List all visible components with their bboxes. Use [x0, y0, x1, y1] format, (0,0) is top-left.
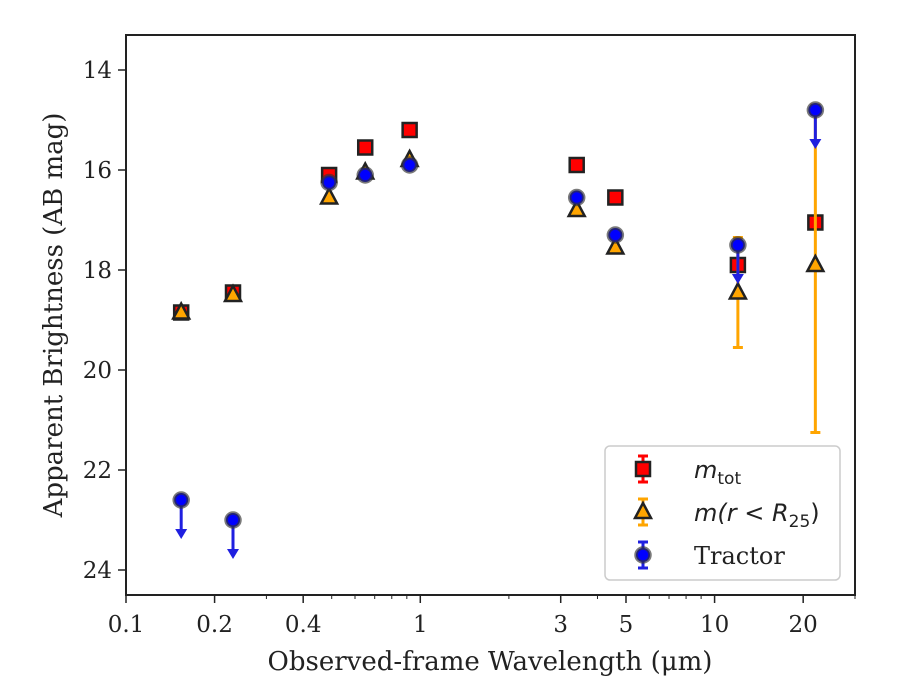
y-tick-label: 14 [83, 58, 112, 84]
data-point [401, 121, 418, 139]
data-point [172, 491, 190, 509]
x-axis-label: Observed-frame Wavelength (μm) [268, 647, 713, 677]
data-marks [171, 101, 826, 559]
data-point [224, 511, 242, 529]
legend-label: m(r < R25) [694, 499, 820, 532]
x-tick-label: 5 [619, 612, 634, 638]
x-tick-label: 1 [413, 612, 428, 638]
data-point [356, 139, 374, 156]
series-triangle [171, 103, 826, 434]
data-point [319, 185, 340, 205]
upper-limit-arrowhead [731, 274, 744, 284]
data-point [727, 280, 748, 300]
upper-limit-arrowhead [809, 139, 822, 149]
legend-marker-square [634, 460, 652, 478]
data-point [607, 189, 624, 206]
series-square [172, 121, 824, 321]
x-tick-label: 0.2 [196, 612, 233, 638]
data-point [566, 198, 587, 218]
y-tick-label: 18 [83, 258, 112, 284]
data-point [806, 101, 825, 119]
data-point [568, 156, 585, 174]
plot-frame [125, 34, 856, 596]
data-point [729, 236, 747, 254]
legend-box [604, 445, 841, 581]
y-tick-label: 16 [83, 158, 112, 184]
data-point [605, 235, 626, 255]
data-point [400, 156, 419, 174]
data-point [606, 226, 625, 244]
legend: mtot m(r < R25) Tractor [604, 445, 841, 581]
data-point [320, 173, 338, 192]
upper-limit-arrowhead [227, 549, 240, 559]
upper-limit-arrowhead [175, 529, 188, 539]
data-point [222, 283, 244, 303]
data-point [567, 188, 586, 207]
series-circle [172, 101, 825, 559]
legend-label: mtot [694, 456, 741, 489]
legend-marker-triangle [632, 500, 654, 520]
data-point [171, 300, 192, 320]
x-tick-label: 10 [700, 612, 729, 638]
y-axis-label: Apparent Brightness (AB mag) [39, 113, 69, 519]
y-tick-label: 22 [83, 458, 112, 484]
axis-ticks: 0.1 0.2 0.4 1 3 5 10 20 14 16 18 20 22 24 [83, 58, 856, 638]
x-tick-label: 0.4 [285, 612, 322, 638]
y-tick-label: 20 [83, 358, 112, 384]
x-tick-label: 0.1 [108, 612, 145, 638]
x-tick-label: 20 [789, 612, 818, 638]
x-tick-label: 3 [553, 612, 568, 638]
data-point [805, 253, 826, 273]
data-point [356, 166, 374, 184]
y-tick-label: 24 [83, 558, 112, 584]
legend-label: Tractor [694, 542, 785, 570]
legend-marker-circle [634, 546, 652, 564]
